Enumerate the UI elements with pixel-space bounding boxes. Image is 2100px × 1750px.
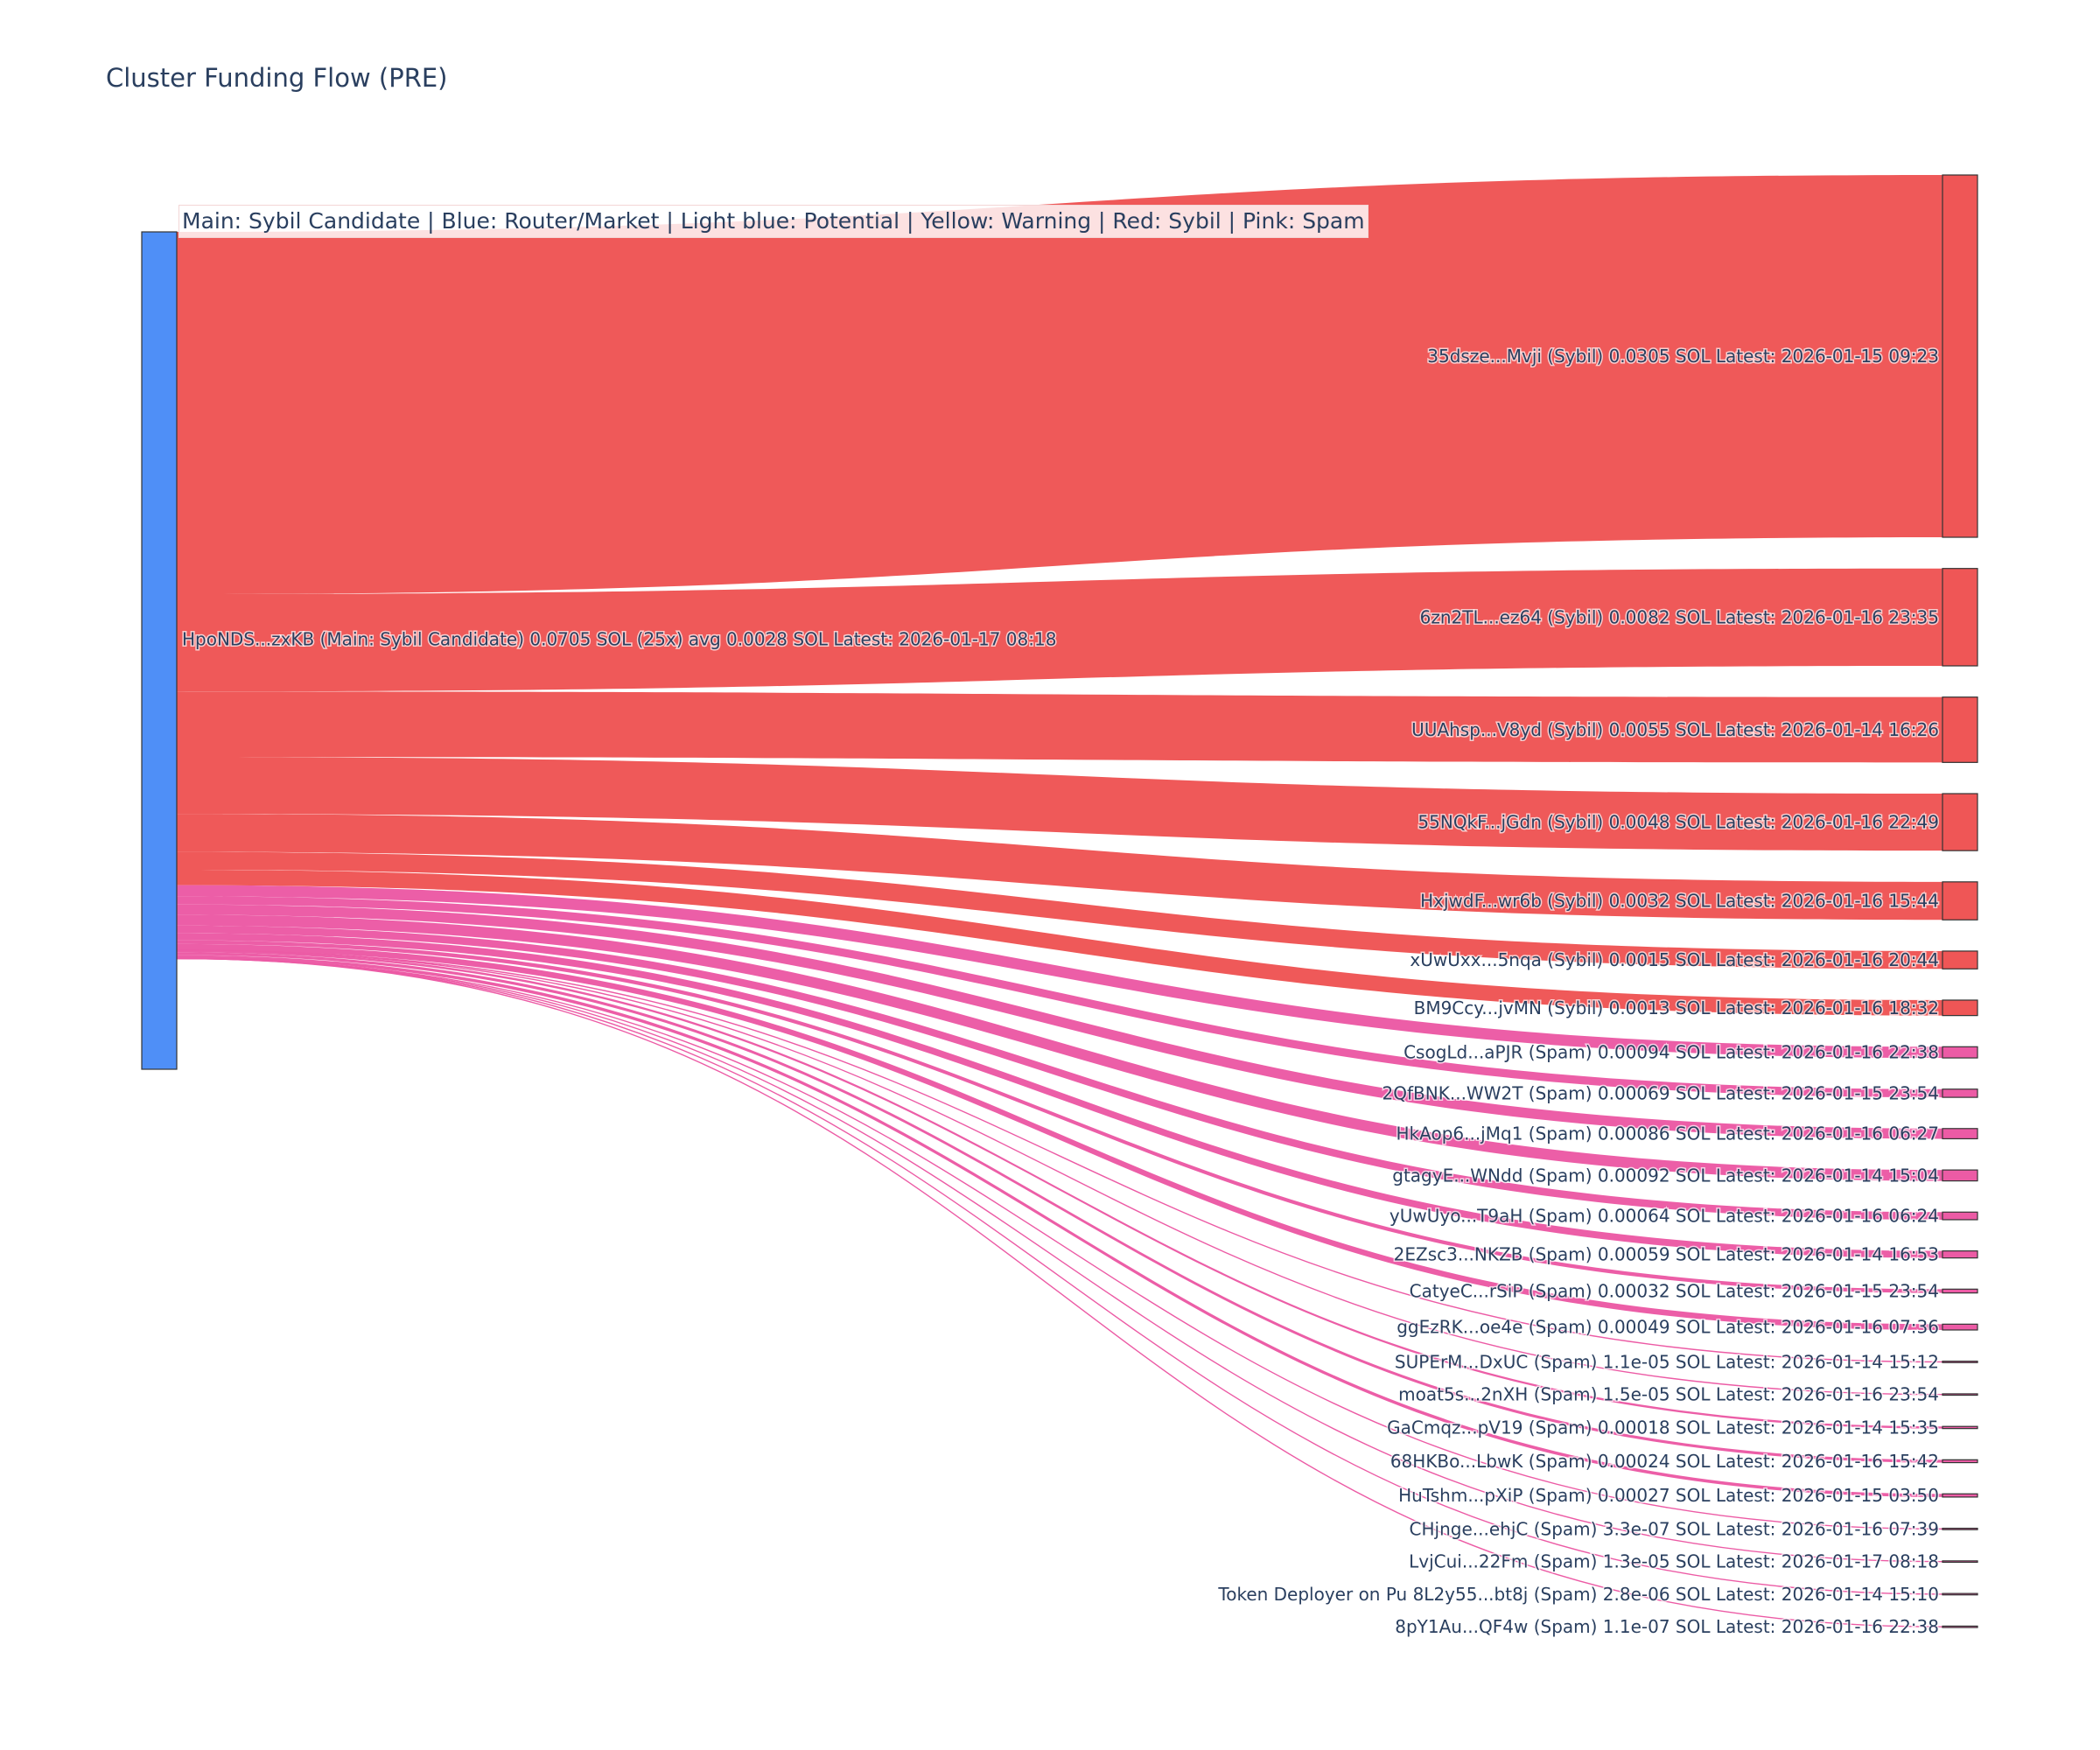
flow-link[interactable]: [177, 691, 1942, 763]
target-label: HkAop6...jMq1 (Spam) 0.00086 SOL Latest:…: [1396, 1124, 1940, 1144]
flow-link[interactable]: [176, 948, 1943, 1363]
chart-title: Cluster Funding Flow (PRE): [106, 63, 448, 93]
target-label: SUPErM...DxUC (Spam) 1.1e-05 SOL Latest:…: [1395, 1351, 1939, 1372]
target-label: Token Deployer on Pu 8L2y55...bt8j (Spam…: [1217, 1584, 1939, 1605]
target-node[interactable]: [1942, 1592, 1978, 1596]
source-node[interactable]: [141, 231, 178, 1070]
target-node[interactable]: [1942, 1323, 1978, 1331]
target-label: 55NQkF...jGdn (Sybil) 0.0048 SOL Latest:…: [1418, 812, 1939, 833]
flow-link[interactable]: [177, 933, 1942, 1258]
target-label: 8pY1Au...QF4w (Spam) 1.1e-07 SOL Latest:…: [1395, 1616, 1939, 1637]
links-group: [176, 175, 1943, 1628]
target-label: 2EZsc3...NKZB (Spam) 0.00059 SOL Latest:…: [1394, 1244, 1939, 1265]
target-node[interactable]: [1942, 1493, 1978, 1498]
nodes-group: [141, 174, 1978, 1628]
target-node[interactable]: [1942, 696, 1978, 763]
target-node[interactable]: [1942, 1169, 1978, 1182]
target-label: CHjnge...ehjC (Spam) 3.3e-07 SOL Latest:…: [1410, 1518, 1939, 1539]
target-node[interactable]: [1942, 1128, 1978, 1140]
flow-link[interactable]: [177, 943, 1942, 1330]
target-node[interactable]: [1942, 1250, 1978, 1259]
target-label: UUAhsp...V8yd (Sybil) 0.0055 SOL Latest:…: [1411, 719, 1939, 740]
target-label: gtagyE...WNdd (Spam) 0.00092 SOL Latest:…: [1392, 1165, 1939, 1186]
target-node[interactable]: [1942, 1046, 1978, 1059]
target-node[interactable]: [1942, 1211, 1978, 1221]
flow-link[interactable]: [177, 904, 1942, 1139]
target-label: yUwUyo...T9aH (Spam) 0.00064 SOL Latest:…: [1390, 1206, 1939, 1227]
target-node[interactable]: [1942, 1459, 1978, 1464]
target-label: 68HKBo...LbwK (Spam) 0.00024 SOL Latest:…: [1390, 1451, 1939, 1472]
target-label: 2QfBNK...WW2T (Spam) 0.00069 SOL Latest:…: [1382, 1082, 1939, 1103]
target-label: 35dsze...Mvji (Sybil) 0.0305 SOL Latest:…: [1427, 346, 1939, 367]
target-label: CsogLd...aPJR (Spam) 0.00094 SOL Latest:…: [1404, 1042, 1939, 1063]
target-node[interactable]: [1942, 1527, 1978, 1530]
flow-link[interactable]: [177, 949, 1942, 1429]
target-label: 6zn2TL...ez64 (Sybil) 0.0082 SOL Latest:…: [1420, 606, 1939, 627]
target-node[interactable]: [1942, 568, 1978, 667]
target-node[interactable]: [1942, 174, 1978, 538]
flow-link[interactable]: [177, 885, 1942, 1059]
flow-link[interactable]: [177, 568, 1942, 692]
target-node[interactable]: [1942, 793, 1978, 851]
flow-link[interactable]: [177, 952, 1942, 1463]
legend-note: Main: Sybil Candidate | Blue: Router/Mar…: [178, 205, 1368, 238]
target-node[interactable]: [1942, 1560, 1978, 1564]
flow-link[interactable]: [177, 914, 1942, 1181]
target-node[interactable]: [1942, 950, 1978, 970]
flow-link[interactable]: [177, 869, 1942, 1016]
flow-link[interactable]: [177, 896, 1942, 1098]
flow-link[interactable]: [177, 955, 1942, 1497]
flow-link[interactable]: [177, 940, 1942, 1293]
target-label: BM9Ccy...jvMN (Sybil) 0.0013 SOL Latest:…: [1414, 998, 1939, 1018]
target-label: GaCmqz...pV19 (Spam) 0.00018 SOL Latest:…: [1387, 1417, 1939, 1438]
target-node[interactable]: [1942, 1425, 1978, 1430]
target-node[interactable]: [1942, 1393, 1978, 1396]
target-label: HxjwdF...wr6b (Sybil) 0.0032 SOL Latest:…: [1420, 891, 1939, 912]
flow-link[interactable]: [177, 925, 1942, 1220]
target-label: LvjCui...22Fm (Spam) 1.3e-05 SOL Latest:…: [1409, 1551, 1939, 1572]
target-label: ggEzRK...oe4e (Spam) 0.00049 SOL Latest:…: [1396, 1317, 1939, 1338]
flow-link[interactable]: [177, 814, 1942, 920]
target-label: HuTshm...pXiP (Spam) 0.00027 SOL Latest:…: [1398, 1485, 1939, 1506]
flow-link[interactable]: [177, 756, 1942, 851]
flow-link[interactable]: [176, 949, 1943, 1396]
flow-link[interactable]: [176, 957, 1943, 1530]
flow-link[interactable]: [176, 957, 1943, 1595]
target-node[interactable]: [1942, 1625, 1978, 1628]
labels-group: 35dsze...Mvji (Sybil) 0.0305 SOL Latest:…: [181, 345, 1941, 1639]
flow-link[interactable]: [177, 851, 1942, 970]
target-node[interactable]: [1942, 881, 1978, 920]
target-label: CatyeC...rSiP (Spam) 0.00032 SOL Latest:…: [1410, 1280, 1939, 1301]
target-node[interactable]: [1942, 999, 1978, 1017]
flow-link[interactable]: [176, 957, 1943, 1563]
target-node[interactable]: [1942, 1288, 1978, 1294]
flow-link[interactable]: [177, 175, 1942, 595]
source-label: HpoNDS...zxKB (Main: Sybil Candidate) 0.…: [182, 629, 1056, 650]
target-label: moat5s...2nXH (Spam) 1.5e-05 SOL Latest:…: [1398, 1384, 1939, 1405]
target-node[interactable]: [1942, 1361, 1978, 1363]
target-label: xUwUxx...5nqa (Sybil) 0.0015 SOL Latest:…: [1410, 949, 1939, 970]
target-node[interactable]: [1942, 1088, 1978, 1098]
flow-link[interactable]: [176, 957, 1943, 1628]
